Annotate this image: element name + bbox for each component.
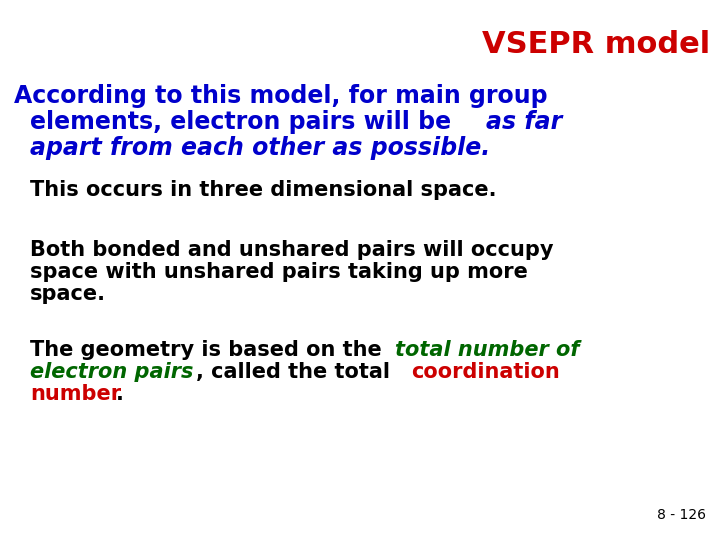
Text: 8 - 126: 8 - 126 (657, 508, 706, 522)
Text: apart from each other as possible.: apart from each other as possible. (30, 136, 490, 160)
Text: as far: as far (486, 110, 562, 134)
Text: This occurs in three dimensional space.: This occurs in three dimensional space. (30, 180, 497, 200)
Text: coordination: coordination (411, 362, 559, 382)
Text: number: number (30, 384, 121, 404)
Text: electron pairs: electron pairs (30, 362, 194, 382)
Text: total number of: total number of (395, 340, 580, 360)
Text: .: . (116, 384, 124, 404)
Text: VSEPR model: VSEPR model (482, 30, 710, 59)
Text: elements, electron pairs will be: elements, electron pairs will be (30, 110, 459, 134)
Text: According to this model, for main group: According to this model, for main group (14, 84, 548, 108)
Text: Both bonded and unshared pairs will occupy: Both bonded and unshared pairs will occu… (30, 240, 554, 260)
Text: space.: space. (30, 284, 106, 304)
Text: The geometry is based on the: The geometry is based on the (30, 340, 389, 360)
Text: , called the total: , called the total (196, 362, 397, 382)
Text: space with unshared pairs taking up more: space with unshared pairs taking up more (30, 262, 528, 282)
